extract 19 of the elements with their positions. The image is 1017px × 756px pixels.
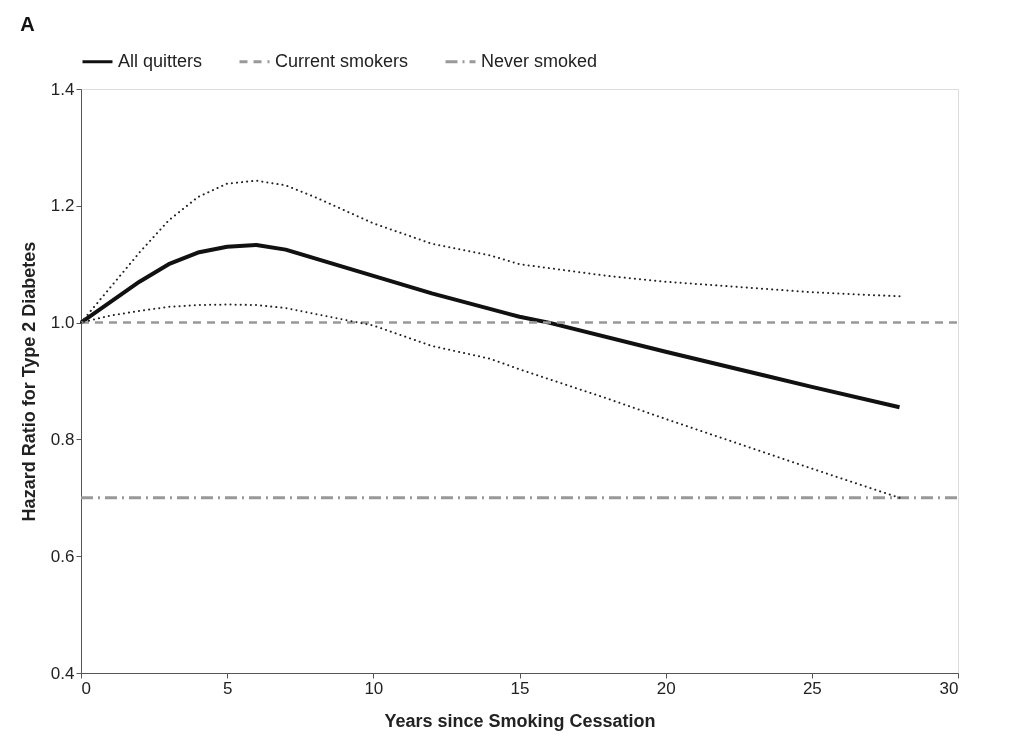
x-tick-label: 15 — [510, 678, 530, 698]
x-tick-label: 5 — [222, 678, 233, 698]
y-tick-label: 0.4 — [50, 663, 75, 683]
x-tick-label: 0 — [81, 678, 91, 698]
y-tick-label: 0.6 — [50, 546, 75, 566]
x-axis-title: Years since Smoking Cessation — [384, 710, 656, 731]
y-tick-label: 1.4 — [50, 79, 75, 99]
y-tick-label: 1.0 — [50, 313, 75, 333]
legend-label: All quitters — [118, 50, 203, 71]
legend-label: Never smoked — [481, 50, 598, 71]
x-tick-label: 20 — [656, 678, 676, 698]
y-tick-label: 1.2 — [50, 196, 75, 216]
x-tick-label: 30 — [939, 678, 959, 698]
chart-title: A — [20, 13, 35, 35]
x-tick-label: 10 — [364, 678, 384, 698]
legend-label: Current smokers — [275, 50, 409, 71]
y-axis-title: Hazard Ratio for Type 2 Diabetes — [18, 241, 39, 522]
y-tick-label: 0.8 — [50, 429, 75, 449]
x-tick-label: 25 — [802, 678, 822, 698]
